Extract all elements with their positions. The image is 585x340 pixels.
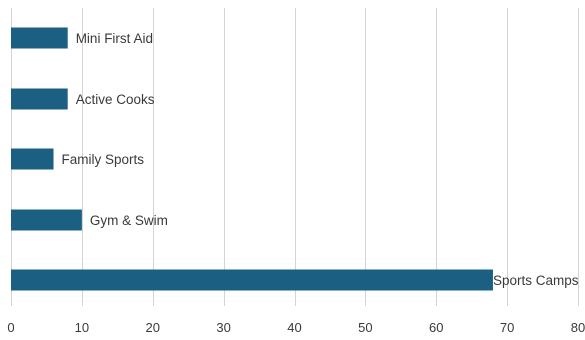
x-tick-label: 70 xyxy=(500,320,514,335)
x-tick-label: 10 xyxy=(75,320,89,335)
bar xyxy=(11,27,68,49)
x-tick-label: 40 xyxy=(287,320,301,335)
x-tick-label: 80 xyxy=(571,320,585,335)
gridlines xyxy=(11,8,579,306)
bar-data-label: Mini First Aid xyxy=(76,31,153,46)
bar xyxy=(11,269,493,291)
x-tick-label: 0 xyxy=(7,320,14,335)
x-tick-label: 60 xyxy=(429,320,443,335)
x-tick-label: 20 xyxy=(146,320,160,335)
x-axis-ticks: 0 10 20 30 40 50 60 70 80 xyxy=(7,320,585,335)
x-tick-label: 30 xyxy=(216,320,230,335)
bar-data-label: Gym & Swim xyxy=(90,213,168,228)
bar xyxy=(11,148,54,170)
bar-data-label: Active Cooks xyxy=(76,92,155,107)
bars xyxy=(11,27,493,291)
bar-data-label: Family Sports xyxy=(62,152,145,167)
data-labels: Sports Camps Gym & Swim Family Sports Activ… xyxy=(62,31,579,288)
bar-data-label: Sports Camps xyxy=(493,273,579,288)
x-tick-label: 50 xyxy=(358,320,372,335)
bar xyxy=(11,209,82,231)
bar xyxy=(11,88,68,110)
